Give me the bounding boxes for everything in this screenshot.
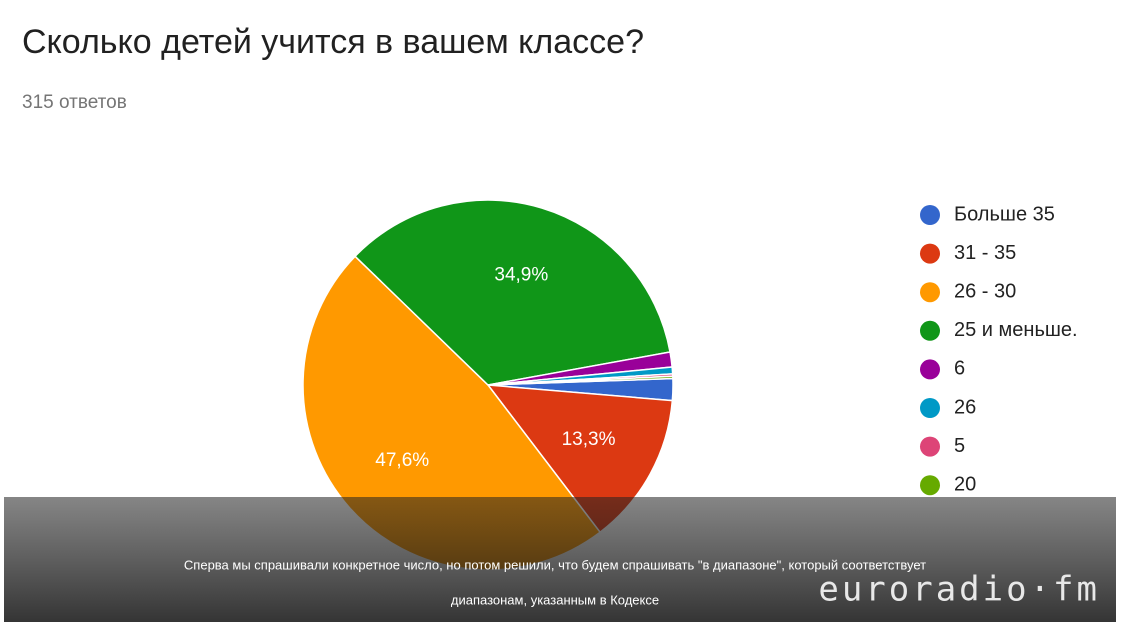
slice-label: 13,3%	[562, 429, 616, 450]
caption-line: Сперва мы спрашивали конкретное число, н…	[184, 557, 926, 572]
watermark: euroradio·fm	[818, 570, 1100, 610]
slice-label: 47,6%	[375, 450, 429, 471]
legend-label: 6	[954, 358, 965, 380]
chart-title: Сколько детей учится в вашем классе?	[22, 23, 644, 61]
legend-swatch	[920, 320, 940, 341]
chart-subtitle: 315 ответов	[22, 92, 127, 113]
legend-label: 26 - 30	[954, 280, 1016, 302]
legend: Больше 35 31 - 35 26 - 30 25 и меньше. 6 26 5 2…	[920, 203, 1078, 495]
pie-slice	[354, 199, 671, 386]
legend-swatch	[920, 282, 940, 303]
legend-swatch	[920, 243, 940, 264]
legend-label: 20	[954, 473, 976, 495]
caption-overlay	[4, 497, 1116, 622]
legend-label: Больше 35	[954, 203, 1055, 225]
pie: 13,3% 47,6% 34,9%	[302, 199, 674, 571]
legend-label: 25 и меньше.	[954, 319, 1078, 341]
legend-label: 26	[954, 396, 976, 418]
legend-swatch	[920, 475, 940, 496]
legend-swatch	[920, 205, 940, 225]
legend-label: 5	[954, 435, 965, 457]
legend-swatch	[920, 436, 940, 457]
slice-label: 34,9%	[494, 264, 548, 285]
legend-swatch	[920, 398, 940, 418]
caption-line: диапазонам, указанным в Кодексе	[451, 592, 659, 607]
legend-swatch	[920, 359, 940, 380]
legend-label: 31 - 35	[954, 242, 1016, 264]
pie-slice	[487, 375, 674, 386]
